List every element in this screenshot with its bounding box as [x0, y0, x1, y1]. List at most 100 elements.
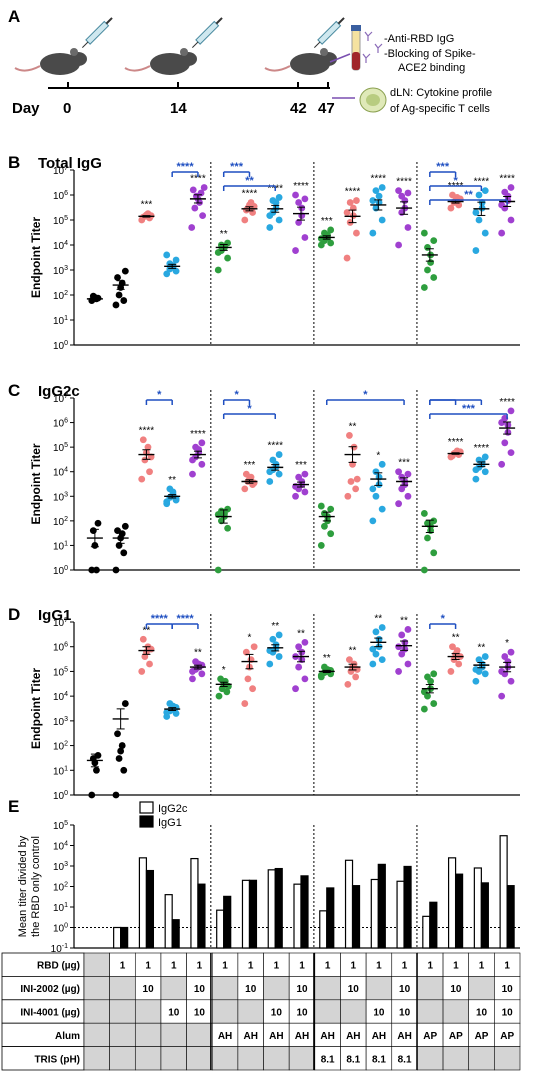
significance-label: ***: [295, 460, 307, 471]
cell-value: 1: [171, 961, 177, 972]
y-tick-label: 104: [53, 467, 68, 479]
day-0: 0: [63, 100, 71, 117]
panel-letter: D: [8, 605, 20, 624]
data-point: [343, 254, 351, 262]
data-point: [114, 730, 121, 738]
data-point: [398, 192, 406, 200]
day-47: 47: [318, 100, 335, 117]
data-point: [343, 209, 351, 216]
bracket-label: *: [247, 403, 252, 415]
data-point: [501, 188, 509, 196]
data-point: [401, 645, 409, 653]
data-point: [420, 566, 428, 574]
significance-label: **: [323, 653, 331, 664]
data-point: [375, 635, 383, 643]
group-3: ****: [138, 426, 155, 483]
table-cell: [314, 999, 341, 1024]
significance-label: **: [349, 646, 357, 657]
data-point: [321, 663, 328, 671]
data-point: [269, 456, 277, 464]
data-point: [430, 670, 438, 678]
significance-label: ****: [396, 177, 412, 188]
table-cell: [288, 1046, 316, 1071]
data-point: [481, 453, 489, 461]
data-point: [242, 470, 250, 478]
bar-igg2c: [319, 910, 328, 949]
group-6: **: [214, 229, 232, 274]
bar-igg1: [403, 865, 412, 949]
table-cell: [211, 976, 239, 1001]
data-point: [375, 199, 383, 206]
chart-title: IgG2c: [38, 383, 80, 400]
data-point: [241, 700, 249, 707]
bracket-label: ****: [176, 161, 194, 173]
comparison-bracket: *: [222, 403, 276, 419]
data-point: [349, 212, 357, 219]
dln-line-1: dLN: Cytokine profile: [390, 87, 492, 99]
cell-value: 10: [399, 984, 411, 995]
data-point: [301, 638, 309, 646]
table-cell: [109, 999, 136, 1024]
data-point: [292, 492, 299, 500]
y-tick-label: 100: [53, 790, 68, 802]
panel-letter-a: A: [8, 7, 20, 26]
data-point: [501, 653, 509, 660]
data-point: [472, 466, 480, 474]
data-point: [395, 241, 402, 249]
data-point: [191, 204, 199, 212]
bar-igg1: [326, 887, 335, 949]
data-point: [372, 628, 380, 636]
group-3: **: [138, 625, 155, 675]
group-1: [86, 292, 103, 304]
data-point: [224, 505, 232, 513]
row-label: INI-2002 (µg): [20, 984, 80, 995]
panel-letter: C: [8, 381, 20, 400]
data-point: [93, 766, 100, 774]
group-2: [112, 700, 129, 799]
table-cell: [417, 1046, 444, 1071]
cell-value: 1: [222, 961, 228, 972]
cell-value: 10: [502, 984, 514, 995]
data-point: [344, 492, 352, 500]
data-point: [121, 267, 129, 275]
data-point: [404, 660, 412, 668]
data-point: [498, 201, 506, 209]
y-tick-label: 103: [53, 716, 68, 728]
cell-value: 10: [476, 1008, 488, 1019]
cell-value: AP: [475, 1031, 489, 1042]
y-axis-label: Endpoint Titer: [29, 443, 43, 524]
y-tick-label: 104: [53, 691, 68, 703]
data-point: [266, 224, 274, 231]
data-point: [372, 187, 380, 194]
data-point: [93, 566, 100, 574]
serum-line-3: ACE2 binding: [398, 62, 465, 74]
table-cell: [211, 999, 239, 1024]
comparison-bracket: *: [429, 613, 457, 629]
syringe-icon: [81, 17, 113, 49]
panel-letter: B: [8, 153, 20, 172]
significance-label: *: [376, 450, 380, 461]
cell-value: 10: [143, 984, 155, 995]
table-cell: [134, 999, 162, 1024]
data-point: [269, 197, 277, 204]
bar-igg2c: [473, 867, 482, 949]
row-label: INI-4001 (µg): [20, 1008, 80, 1019]
data-point: [120, 766, 128, 774]
significance-label: ***: [398, 458, 410, 469]
significance-label: **: [297, 628, 305, 639]
data-point: [146, 468, 153, 476]
bar-igg2c: [267, 869, 276, 949]
group-11: ****: [343, 187, 361, 262]
table-row: INI-2002 (µg) 10 10 10 10 10 10 10 10: [1, 976, 521, 1001]
bracket-label: ****: [151, 613, 169, 625]
panel-b-scatter: B Total IgG Endpoint Titer 100 101 102 103 104 1…: [8, 153, 520, 352]
table-cell: [109, 976, 136, 1001]
bar-igg1: [197, 883, 206, 949]
group-5: ****: [189, 429, 206, 478]
bar-igg1: [377, 863, 386, 949]
data-point: [166, 485, 174, 493]
data-point: [139, 635, 147, 643]
table-cell: [83, 999, 110, 1024]
table-cell: [365, 976, 393, 1001]
data-point: [139, 436, 147, 444]
